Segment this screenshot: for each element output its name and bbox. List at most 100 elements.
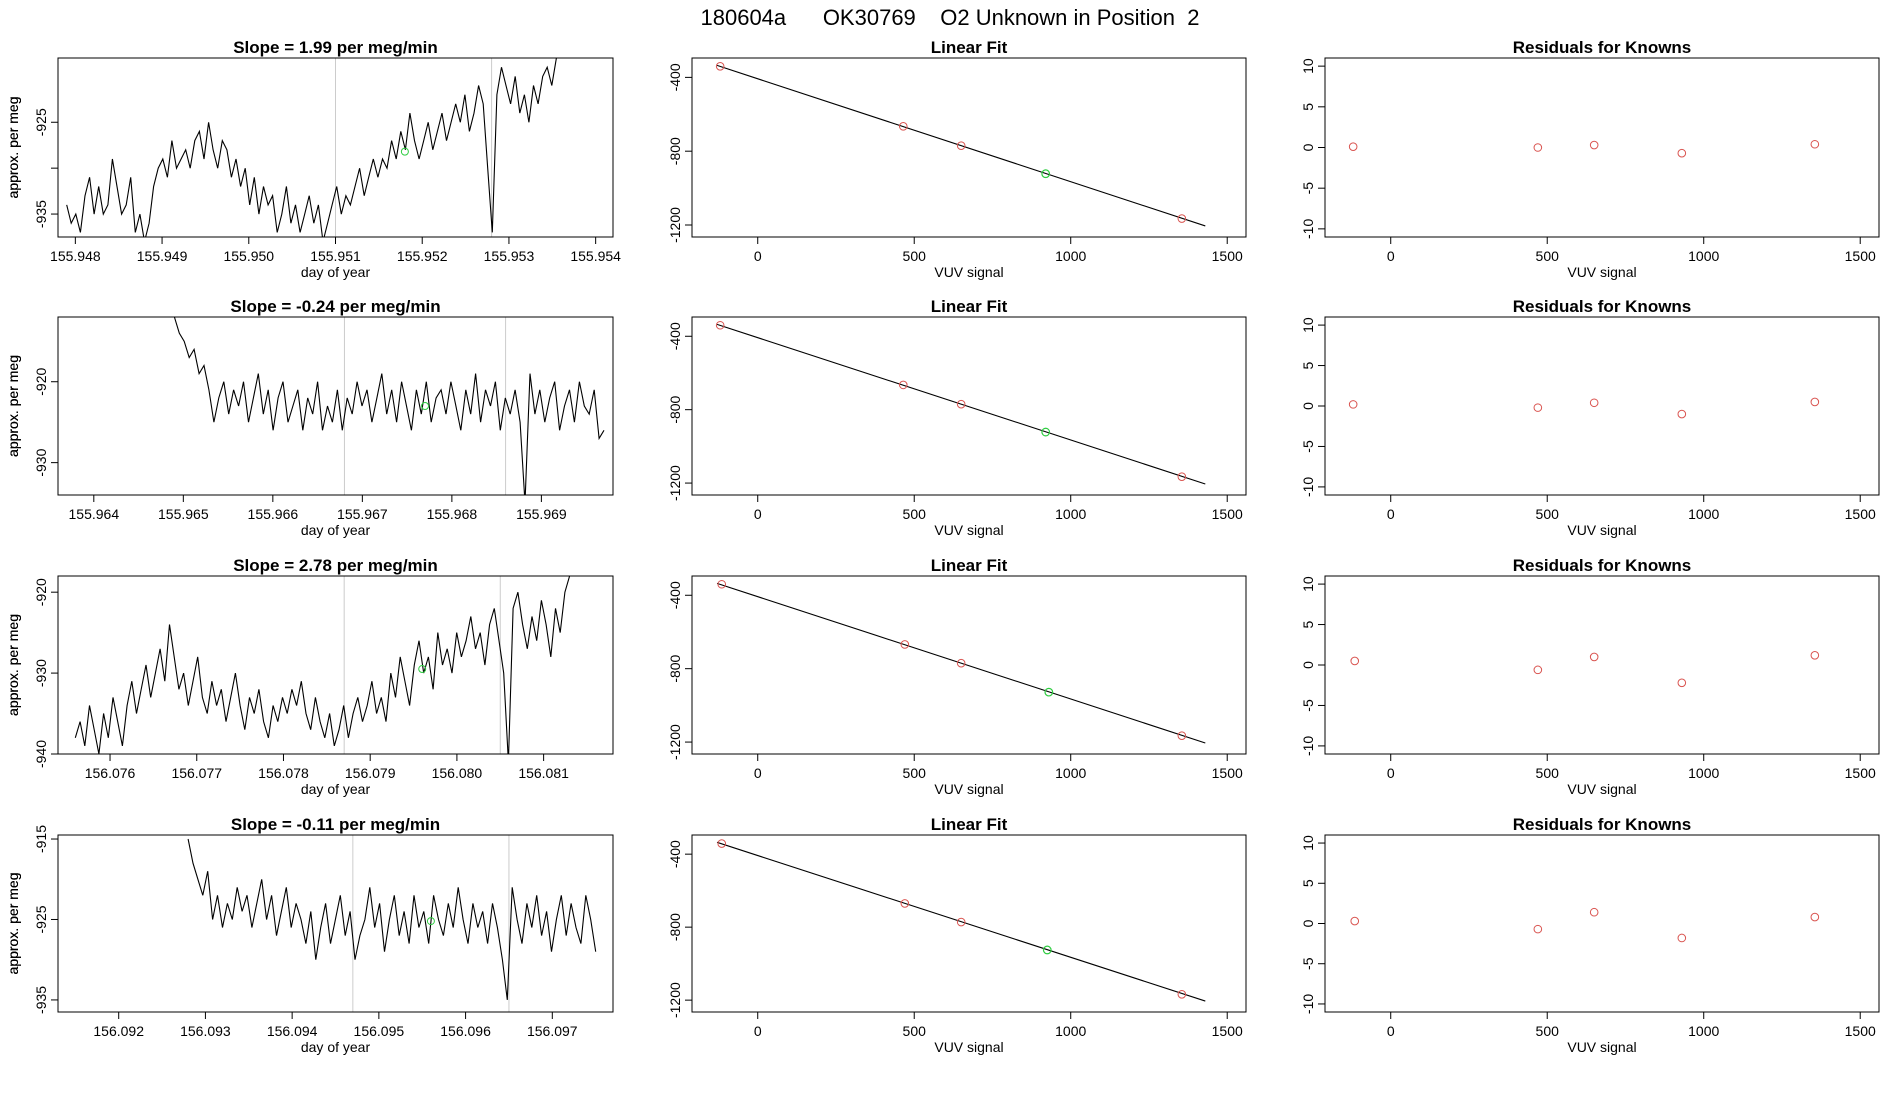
- y-tick-label: -935: [33, 200, 49, 228]
- x-tick-label: 500: [903, 506, 927, 522]
- residual-point: [1677, 148, 1687, 158]
- x-axis-label: VUV signal: [934, 522, 1003, 538]
- y-tick-label: 5: [1300, 103, 1316, 111]
- x-tick-label: 1000: [1688, 1023, 1719, 1039]
- x-tick-label: 156.080: [432, 765, 483, 781]
- panel-title: Residuals for Knowns: [1513, 556, 1692, 575]
- x-tick-label: 156.076: [85, 765, 136, 781]
- y-tick-label: -930: [33, 448, 49, 476]
- y-axis-label: approx. per meg: [5, 97, 21, 199]
- x-axis-label: VUV signal: [1567, 522, 1636, 538]
- x-tick-label: 155.967: [337, 506, 388, 522]
- x-axis-label: VUV signal: [934, 1039, 1003, 1055]
- panel-title: Slope = -0.11 per meg/min: [231, 815, 440, 834]
- panel-timeseries-3: Slope = 2.78 per meg/min 156.076 156.077 15…: [5, 556, 614, 797]
- x-tick-label: 1000: [1055, 1023, 1086, 1039]
- series-line: [66, 58, 558, 237]
- y-tick-label: 10: [1300, 835, 1316, 851]
- panel-fit-3: Linear Fit 0 500 1000 1500 -1200 -800 -400 VUV s…: [5, 556, 1247, 797]
- y-tick-label: -5: [1300, 699, 1316, 712]
- plot-area: [1350, 907, 1820, 943]
- unknown-point: [1041, 427, 1051, 437]
- y-axis-label: approx. per meg: [5, 614, 21, 716]
- y-tick-label: -920: [33, 578, 49, 606]
- known-point: [715, 62, 725, 71]
- y-axis-label: approx. per meg: [5, 355, 21, 457]
- known-point: [717, 579, 727, 589]
- x-tick-label: 156.092: [93, 1023, 144, 1039]
- fit-line: [716, 64, 1206, 227]
- panel-timeseries-1: Slope = 1.99 per meg/min 155.948 155.949 15…: [5, 38, 621, 280]
- x-tick-label: 156.097: [527, 1023, 578, 1039]
- residual-point: [1810, 912, 1820, 922]
- panel-residuals-2: Residuals for Knowns 0 500 1000 1500 -10 -5 0 5 1…: [5, 297, 1880, 538]
- known-point: [1177, 990, 1187, 999]
- residual-point: [1348, 142, 1358, 151]
- unknown-point: [426, 917, 435, 926]
- plot-frame: [57, 575, 614, 755]
- y-tick-label: -1200: [667, 465, 683, 501]
- y-tick-label: 0: [1300, 919, 1316, 927]
- x-tick-label: 0: [1387, 1023, 1395, 1039]
- y-tick-label: -925: [33, 108, 49, 136]
- y-tick-label: -1200: [667, 207, 683, 243]
- x-tick-label: 0: [1387, 765, 1395, 781]
- x-tick-label: 0: [754, 1023, 762, 1039]
- y-axis-label: approx. per meg: [5, 355, 21, 457]
- known-point: [898, 121, 908, 131]
- plot-frame: [1324, 316, 1880, 496]
- x-tick-label: 1500: [1212, 1023, 1243, 1039]
- x-tick-label: 156.079: [345, 765, 396, 781]
- y-axis-label: approx. per meg: [5, 355, 21, 457]
- plot-area: [715, 320, 1206, 485]
- y-tick-label: -935: [33, 986, 49, 1014]
- panel-residuals-4: Residuals for Knowns 0 500 1000 1500 -10 -5 0 5 1…: [5, 815, 1880, 1055]
- panel-title: Slope = 1.99 per meg/min: [233, 38, 438, 57]
- panel-residuals-3: Residuals for Knowns 0 500 1000 1500 -10 -5 0 5 1…: [5, 556, 1880, 797]
- x-tick-label: 0: [754, 765, 762, 781]
- fit-line: [716, 323, 1206, 485]
- y-tick-label: 5: [1300, 879, 1316, 887]
- x-tick-label: 156.077: [171, 765, 222, 781]
- x-tick-label: 0: [1387, 248, 1395, 264]
- panel-title: Linear Fit: [931, 556, 1008, 575]
- y-tick-label: 10: [1300, 317, 1316, 333]
- unknown-point: [400, 147, 409, 156]
- residual-point: [1348, 400, 1358, 409]
- x-tick-label: 500: [1536, 248, 1560, 264]
- x-tick-label: 0: [754, 506, 762, 522]
- y-tick-label: -930: [33, 659, 49, 687]
- residual-point: [1677, 678, 1687, 688]
- series-line: [173, 317, 605, 495]
- residual-point: [1350, 656, 1360, 666]
- y-tick-label: -5: [1300, 957, 1316, 970]
- plot-area: [187, 835, 597, 1012]
- residual-point: [1810, 397, 1820, 407]
- panel-timeseries-2: Slope = -0.24 per meg/min 155.964 155.965 1…: [5, 297, 614, 538]
- x-tick-label: 1000: [1055, 248, 1086, 264]
- known-point: [715, 320, 725, 330]
- y-tick-label: -800: [667, 654, 683, 682]
- known-point: [956, 141, 966, 150]
- x-tick-label: 1500: [1212, 765, 1243, 781]
- panel-fit-1: Linear Fit 0 500 1000 1500 -1200 -800 -400 VUV s…: [5, 38, 1247, 280]
- panel-title: Residuals for Knowns: [1513, 38, 1692, 57]
- y-axis-label: approx. per meg: [5, 97, 21, 199]
- y-tick-label: 10: [1300, 58, 1316, 74]
- known-point: [1177, 214, 1187, 223]
- plot-frame: [57, 834, 614, 1013]
- x-tick-label: 500: [1536, 765, 1560, 781]
- fit-line: [716, 582, 1206, 744]
- residual-point: [1533, 924, 1543, 934]
- y-axis-label: approx. per meg: [5, 614, 21, 716]
- plot-frame: [691, 575, 1247, 755]
- x-tick-label: 500: [903, 248, 927, 264]
- x-tick-label: 0: [754, 248, 762, 264]
- plot-frame: [57, 57, 614, 238]
- panel-title: Slope = 2.78 per meg/min: [233, 556, 438, 575]
- plot-area: [715, 62, 1206, 227]
- y-tick-label: -800: [667, 137, 683, 165]
- plot-area: [1348, 139, 1820, 158]
- x-tick-label: 1500: [1845, 506, 1876, 522]
- plot-area: [1348, 397, 1820, 419]
